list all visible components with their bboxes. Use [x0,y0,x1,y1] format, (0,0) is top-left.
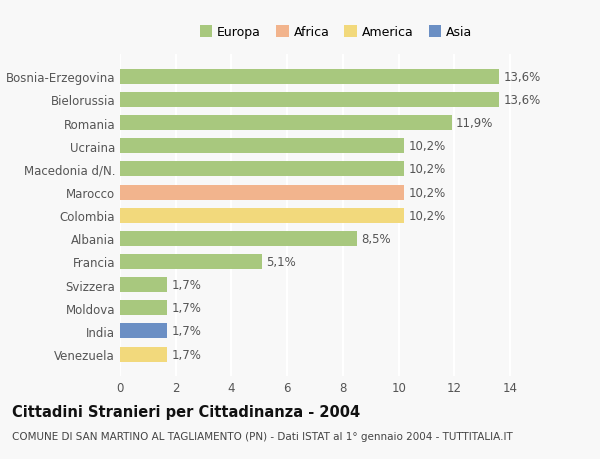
Text: 11,9%: 11,9% [456,117,493,130]
Text: 8,5%: 8,5% [361,232,391,245]
Bar [120,347,167,362]
Text: 5,1%: 5,1% [266,255,296,269]
Text: 1,7%: 1,7% [172,348,202,361]
Bar [120,116,452,131]
Bar [120,231,357,246]
Text: COMUNE DI SAN MARTINO AL TAGLIAMENTO (PN) - Dati ISTAT al 1° gennaio 2004 - TUTT: COMUNE DI SAN MARTINO AL TAGLIAMENTO (PN… [12,431,513,442]
Text: 1,7%: 1,7% [172,325,202,338]
Text: 1,7%: 1,7% [172,302,202,314]
Legend: Europa, Africa, America, Asia: Europa, Africa, America, Asia [200,26,472,39]
Text: 10,2%: 10,2% [409,140,446,153]
Bar [120,208,404,223]
Text: 13,6%: 13,6% [503,71,541,84]
Text: 13,6%: 13,6% [503,94,541,107]
Text: 1,7%: 1,7% [172,279,202,291]
Bar [120,301,167,316]
Bar [120,278,167,292]
Bar [120,93,499,108]
Bar [120,70,499,85]
Bar [120,254,262,269]
Text: 10,2%: 10,2% [409,163,446,176]
Bar [120,139,404,154]
Text: 10,2%: 10,2% [409,186,446,199]
Bar [120,162,404,177]
Text: Cittadini Stranieri per Cittadinanza - 2004: Cittadini Stranieri per Cittadinanza - 2… [12,404,360,419]
Bar [120,324,167,339]
Text: 10,2%: 10,2% [409,209,446,222]
Bar [120,185,404,200]
